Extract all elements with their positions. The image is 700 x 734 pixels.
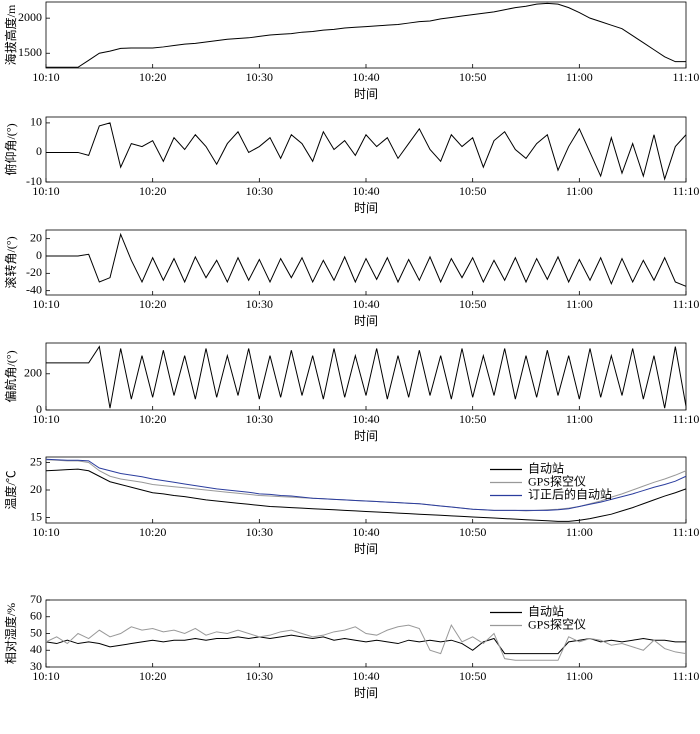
x-tick-label: 10:10 (32, 297, 59, 311)
x-axis-label: 时间 (354, 201, 378, 215)
y-tick-label: -20 (26, 265, 42, 279)
x-tick-label: 11:10 (673, 184, 700, 198)
data-line (46, 2, 686, 68)
y-tick-label: -40 (26, 282, 42, 296)
data-line (45, 458, 687, 511)
x-tick-label: 10:10 (32, 70, 59, 84)
y-tick-label: 30 (30, 659, 42, 673)
x-tick-label: 10:30 (246, 669, 273, 683)
x-tick-label: 10:10 (32, 525, 59, 539)
x-tick-label: 10:40 (352, 184, 379, 198)
x-tick-label: 10:10 (32, 412, 59, 426)
y-tick-label: 0 (36, 402, 42, 416)
x-axis-label: 时间 (354, 429, 378, 443)
x-tick-label: 11:10 (673, 669, 700, 683)
x-tick-label: 10:10 (32, 184, 59, 198)
y-axis-label: 俯仰角/(°) (3, 123, 18, 175)
x-tick-label: 10:40 (352, 525, 379, 539)
x-tick-label: 11:10 (673, 525, 700, 539)
y-axis-label: 偏航角/(°) (3, 350, 18, 402)
x-axis-label: 时间 (354, 314, 378, 328)
y-tick-label: 50 (30, 625, 42, 639)
x-tick-label: 10:40 (352, 297, 379, 311)
x-tick-label: 11:00 (566, 70, 593, 84)
plot-frame (45, 229, 687, 296)
y-tick-label: 25 (30, 454, 42, 468)
x-tick-label: 10:20 (139, 525, 166, 539)
x-tick-label: 10:40 (352, 669, 379, 683)
plot-frame (45, 342, 687, 411)
legend-label: GPS探空仪 (528, 474, 586, 488)
data-line (46, 232, 687, 287)
y-axis-label: 温度/℃ (3, 470, 18, 509)
y-tick-label: 60 (30, 609, 42, 623)
legend-label: 自动站 (528, 461, 564, 475)
x-tick-label: 10:20 (139, 297, 166, 311)
x-tick-label: 10:20 (139, 184, 166, 198)
data-line (45, 624, 687, 661)
x-tick-label: 10:50 (459, 525, 486, 539)
y-tick-label: 20 (30, 230, 42, 244)
x-tick-label: 10:50 (459, 669, 486, 683)
y-tick-label: 0 (36, 144, 42, 158)
x-tick-label: 10:30 (246, 297, 273, 311)
y-tick-label: 200 (24, 366, 42, 380)
data-line (46, 345, 687, 409)
y-tick-label: 0 (36, 248, 42, 262)
y-tick-label: -10 (26, 174, 42, 188)
x-tick-label: 11:00 (566, 412, 593, 426)
legend-label: GPS探空仪 (528, 617, 586, 631)
x-tick-label: 11:10 (673, 297, 700, 311)
x-tick-label: 10:40 (352, 412, 379, 426)
x-tick-label: 10:30 (246, 525, 273, 539)
y-axis-label: 海拔高度/m (3, 4, 18, 65)
data-line (45, 468, 687, 522)
x-tick-label: 10:20 (139, 70, 166, 84)
plot-frame (45, 116, 687, 183)
x-axis-label: 时间 (354, 87, 378, 101)
plot-frame (45, 1, 687, 69)
x-axis-label: 时间 (354, 686, 378, 700)
x-tick-label: 11:00 (566, 669, 593, 683)
x-tick-label: 10:20 (139, 412, 166, 426)
legend-label: 订正后的自动站 (528, 486, 612, 501)
x-tick-label: 10:50 (459, 184, 486, 198)
x-tick-label: 11:00 (566, 297, 593, 311)
data-line (45, 459, 687, 512)
y-tick-label: 1500 (18, 45, 42, 59)
x-tick-label: 10:30 (246, 184, 273, 198)
y-tick-label: 15 (30, 509, 42, 523)
x-tick-label: 11:10 (673, 412, 700, 426)
x-tick-label: 10:50 (459, 70, 486, 84)
y-tick-label: 2000 (18, 10, 42, 24)
x-tick-label: 10:30 (246, 412, 273, 426)
legend-label: 自动站 (528, 604, 564, 618)
y-tick-label: 40 (30, 642, 42, 656)
data-line (45, 634, 686, 655)
y-tick-label: 20 (30, 482, 42, 496)
y-axis-label: 相对湿度/% (3, 603, 18, 664)
data-line (46, 122, 687, 181)
x-tick-label: 10:30 (246, 70, 273, 84)
y-axis-label: 滚转角/(°) (3, 236, 18, 288)
x-tick-label: 10:50 (459, 297, 486, 311)
y-tick-label: 70 (30, 592, 42, 606)
x-tick-label: 11:10 (673, 70, 700, 84)
x-tick-label: 10:20 (139, 669, 166, 683)
x-tick-label: 10:10 (32, 669, 59, 683)
x-tick-label: 11:00 (566, 184, 593, 198)
x-tick-label: 10:40 (352, 70, 379, 84)
y-tick-label: 10 (30, 115, 42, 129)
x-axis-label: 时间 (354, 542, 378, 556)
x-tick-label: 11:00 (566, 525, 593, 539)
x-tick-label: 10:50 (459, 412, 486, 426)
